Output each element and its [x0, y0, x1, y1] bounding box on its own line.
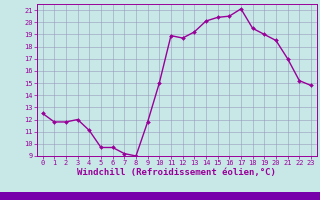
- X-axis label: Windchill (Refroidissement éolien,°C): Windchill (Refroidissement éolien,°C): [77, 168, 276, 177]
